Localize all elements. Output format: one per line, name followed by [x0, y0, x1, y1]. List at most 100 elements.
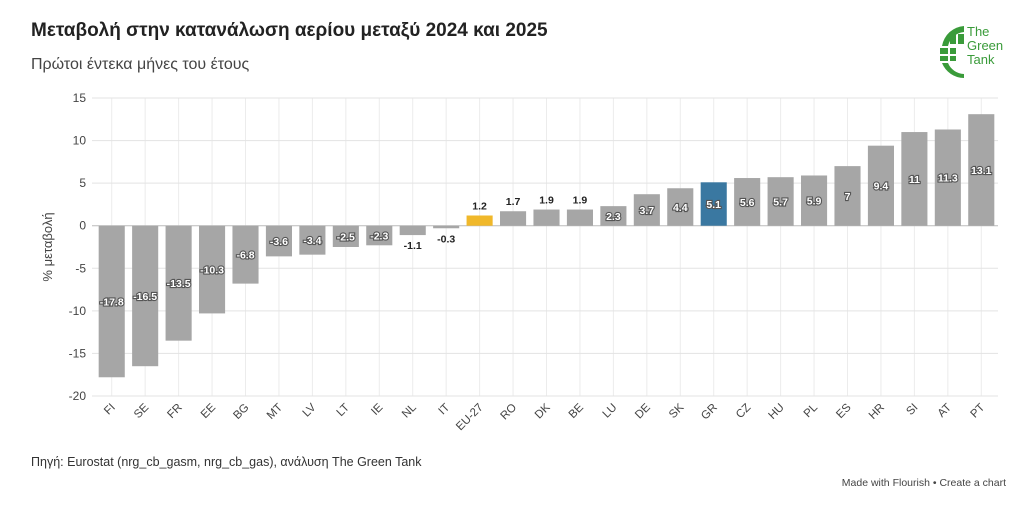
data-label: -2.5 — [337, 231, 355, 243]
x-tick-label: IE — [369, 401, 385, 417]
bar-it — [433, 225, 460, 229]
x-tick-label: PL — [802, 401, 821, 420]
bar-ee — [199, 225, 226, 314]
x-tick-label: CZ — [734, 402, 753, 421]
made-with-flourish-link[interactable]: Made with Flourish — [841, 477, 930, 489]
data-label: 11 — [909, 174, 920, 186]
bar-at — [934, 129, 961, 226]
logo-text-the: The — [967, 24, 990, 39]
create-chart-link[interactable]: Create a chart — [939, 477, 1006, 489]
x-tick-label: SK — [667, 401, 687, 421]
source-note: Πηγή: Eurostat (nrg_cb_gasm, nrg_cb_gas)… — [31, 455, 422, 469]
bar-cz — [734, 178, 761, 226]
y-tick-label: -15 — [69, 346, 87, 360]
data-label: 5.1 — [706, 199, 721, 211]
data-label: 1.2 — [472, 200, 487, 212]
y-axis-label: % μεταβολή — [40, 212, 55, 281]
y-tick-label: -10 — [69, 304, 87, 318]
data-label: -2.3 — [370, 231, 388, 243]
x-tick-label: FR — [165, 402, 184, 421]
x-tick-label: IT — [437, 402, 453, 418]
bar-nl — [399, 225, 426, 236]
data-label: 5.7 — [773, 196, 788, 208]
x-tick-label: AT — [936, 402, 954, 420]
data-label: -1.1 — [404, 240, 422, 252]
x-tick-label: EU-27 — [454, 402, 486, 434]
x-tick-label: BG — [231, 402, 251, 422]
y-tick-label: 15 — [73, 91, 87, 105]
x-tick-label: DE — [633, 401, 653, 421]
x-tick-label: NL — [400, 401, 419, 420]
x-tick-label: HU — [766, 402, 786, 422]
bar-es — [834, 166, 861, 226]
bar-mt — [265, 225, 292, 257]
y-tick-label: 10 — [73, 134, 87, 148]
y-tick-label: -20 — [69, 389, 87, 403]
data-label: 3.7 — [640, 205, 655, 217]
bar-si — [901, 132, 928, 226]
bar-fi — [98, 225, 125, 378]
logo-text-tank: Tank — [967, 52, 995, 67]
x-tick-label: SE — [132, 401, 152, 421]
bar-fr — [165, 225, 192, 341]
bar-sk — [667, 188, 694, 226]
bar-lu — [600, 206, 627, 226]
data-label: 5.6 — [740, 197, 755, 209]
bar-be — [566, 209, 593, 226]
data-label: 9.4 — [874, 181, 889, 193]
data-label: 13.1 — [971, 165, 992, 177]
x-tick-label: MT — [265, 402, 285, 422]
bar-dk — [533, 209, 560, 226]
bar-de — [633, 194, 660, 226]
data-label: 7 — [845, 191, 851, 203]
x-tick-label: BE — [567, 401, 587, 421]
x-tick-label: DK — [533, 401, 553, 421]
x-tick-label: FI — [102, 402, 118, 418]
data-label: 1.9 — [539, 195, 554, 207]
data-label: -16.5 — [133, 291, 157, 303]
data-label: 5.9 — [807, 196, 822, 208]
y-tick-label: -5 — [75, 261, 86, 275]
data-label: 2.3 — [606, 211, 621, 223]
x-tick-label: RO — [498, 402, 519, 423]
bar-hu — [767, 177, 794, 226]
credit-separator: • — [932, 477, 937, 489]
data-label: -3.6 — [270, 236, 288, 248]
data-label: 1.9 — [573, 195, 588, 207]
x-tick-label: LU — [601, 402, 620, 421]
data-label: -13.5 — [167, 278, 191, 290]
data-label: 4.4 — [673, 202, 688, 214]
x-tick-label: LT — [335, 402, 352, 419]
x-tick-label: EE — [199, 401, 219, 421]
bar-pl — [801, 175, 828, 226]
x-tick-label: ES — [834, 401, 854, 421]
bar-bg — [232, 225, 259, 284]
bar-lt — [332, 225, 359, 247]
bar-gr — [700, 182, 727, 226]
data-label: 11.3 — [938, 173, 958, 185]
bar-ie — [366, 225, 393, 246]
green-tank-logo: The Green Tank — [936, 22, 1016, 78]
x-tick-label: PT — [969, 402, 988, 421]
x-tick-label: HR — [867, 402, 887, 422]
logo-text-green: Green — [967, 38, 1004, 53]
y-tick-label: 5 — [79, 176, 86, 190]
bar-se — [132, 225, 159, 367]
chart-subtitle: Πρώτοι έντεκα μήνες του έτους — [31, 56, 250, 73]
x-tick-label: LV — [301, 401, 319, 419]
data-label: -6.8 — [236, 250, 254, 262]
flourish-credit: Made with Flourish • Create a chart — [842, 477, 1006, 489]
y-tick-label: 0 — [79, 219, 86, 233]
data-label: -3.4 — [303, 235, 321, 247]
data-label: -0.3 — [437, 233, 455, 245]
bar-eu-27 — [466, 215, 493, 226]
bar-pt — [968, 114, 995, 226]
x-tick-label: GR — [699, 402, 720, 423]
bar-hr — [867, 145, 894, 226]
leaf-logo-icon — [940, 26, 964, 78]
x-tick-label: SI — [904, 402, 920, 418]
data-label: -17.8 — [100, 296, 124, 308]
data-label: -10.3 — [200, 265, 224, 277]
chart-title: Μεταβολή στην κατανάλωση αερίου μεταξύ 2… — [31, 20, 548, 41]
